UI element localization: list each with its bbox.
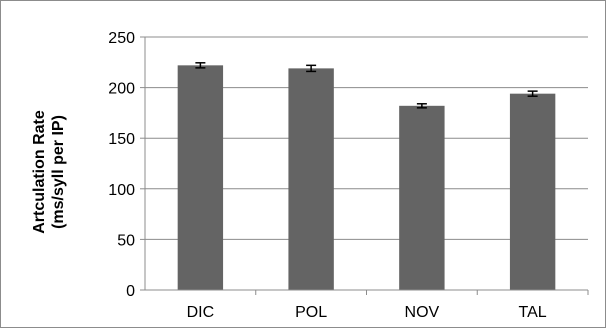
y-axis-title-line2: (ms/syll per IP) (50, 115, 67, 229)
bar-nov (399, 105, 445, 290)
axes (144, 37, 589, 295)
y-axis-title-line1: Artculation Rate (31, 110, 48, 234)
x-tick-label-pol: POL (295, 304, 327, 321)
y-tick-labels: 0 50 100 150 200 250 (108, 30, 135, 300)
x-tick-labels: DIC POL NOV TAL (187, 304, 547, 321)
y-tick-label-100: 100 (108, 182, 135, 199)
y-tick-label-0: 0 (126, 283, 135, 300)
bar-dic (177, 65, 224, 290)
y-tick-label-250: 250 (108, 30, 135, 47)
y-tick-label-200: 200 (108, 81, 135, 98)
bar-pol (288, 68, 334, 290)
error-bars (195, 62, 538, 109)
x-tick-label-tal: TAL (519, 304, 547, 321)
y-tick-label-50: 50 (117, 232, 135, 249)
x-tick-label-nov: NOV (405, 304, 440, 321)
x-tick-label-dic: DIC (187, 304, 215, 321)
y-tick-label-150: 150 (108, 131, 135, 148)
bar-tal (509, 93, 556, 290)
bars (177, 65, 556, 290)
